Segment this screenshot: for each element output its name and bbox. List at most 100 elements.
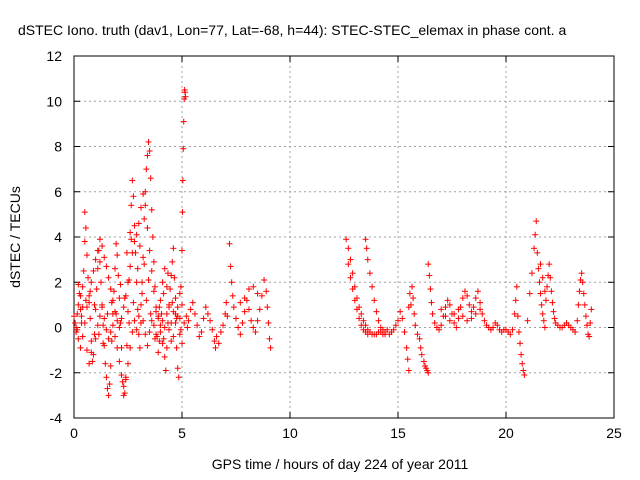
data-point [514,313,521,320]
y-tick-label: 6 [54,184,62,200]
data-point [191,310,198,317]
data-point [182,93,189,100]
data-point [150,322,157,329]
data-point [248,317,255,324]
data-point [536,279,543,286]
data-point [90,267,97,274]
data-point [464,292,471,299]
data-point [215,340,222,347]
data-point [104,310,111,317]
data-point [143,297,150,304]
data-point [172,319,179,326]
data-point [429,310,436,317]
data-point [79,283,86,290]
data-point [93,286,100,293]
data-point [123,342,130,349]
data-point [118,315,125,322]
data-point [417,344,424,351]
data-point [420,358,427,365]
data-point [531,245,538,252]
data-point [155,313,162,320]
data-point [161,265,168,272]
data-point [202,304,209,311]
data-point [91,301,98,308]
data-point [187,306,194,313]
y-tick-label: 8 [54,139,62,155]
data-point [189,299,196,306]
data-point [177,326,184,333]
data-point [213,333,220,340]
data-point [537,290,544,297]
data-point [438,306,445,313]
data-point [511,310,518,317]
data-point [168,272,175,279]
data-point [170,245,177,252]
data-point [416,335,423,342]
data-point [227,263,234,270]
data-point [362,236,369,243]
data-point [532,231,539,238]
data-point [265,319,272,326]
data-point [170,308,177,315]
data-point [549,299,556,306]
data-point [158,310,165,317]
data-points [71,86,595,399]
data-point [575,301,582,308]
y-tick-label: -2 [50,365,63,381]
data-point [74,326,81,333]
data-point [586,333,593,340]
data-point [224,313,231,320]
data-point [179,340,185,347]
data-point [140,191,147,198]
data-point [366,270,373,277]
data-point [157,322,164,329]
data-point [363,245,370,252]
data-point [451,319,458,326]
data-point [541,324,548,331]
data-point [163,310,170,317]
data-point [371,297,378,304]
data-point [96,313,103,320]
data-point [547,274,554,281]
data-point [145,276,152,283]
data-point [230,304,237,311]
y-tick-label: 4 [54,229,62,245]
data-point [181,319,188,326]
y-tick-label: -4 [50,410,63,426]
data-point [137,204,144,211]
data-point [426,272,433,279]
data-point [446,301,453,308]
x-tick-label: 0 [70,425,78,441]
data-point [92,256,99,263]
data-point [149,234,156,240]
data-point [364,331,371,338]
data-point [223,299,230,306]
data-point [147,175,154,182]
data-point [184,324,191,331]
data-point [409,283,416,290]
data-point [144,342,151,349]
x-tick-label: 10 [282,425,298,441]
data-point [455,315,462,322]
data-point [538,301,545,308]
data-point [103,326,110,333]
data-point [144,224,151,231]
data-point [139,290,146,297]
data-point [411,310,418,317]
data-point [85,274,92,281]
data-point [237,331,244,338]
data-point [130,299,137,306]
data-point [179,247,185,254]
data-point [92,306,99,313]
y-tick-label: 2 [54,274,62,290]
data-point [375,317,382,324]
data-point [229,292,236,299]
data-point [173,315,180,322]
data-point [470,304,477,311]
data-point [146,329,153,336]
data-point [129,249,136,256]
data-point [121,390,128,397]
data-point [92,335,99,342]
data-point [477,306,484,313]
data-point [472,295,479,302]
